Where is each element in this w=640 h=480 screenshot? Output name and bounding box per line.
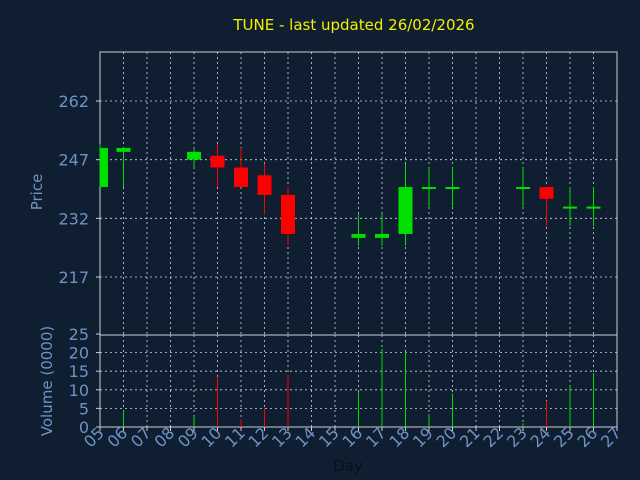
candle-20	[445, 167, 460, 207]
candle-body	[210, 155, 225, 168]
candle-16	[351, 214, 366, 246]
volume-axis-label: Volume (0000)	[38, 326, 56, 436]
candle-body	[586, 206, 601, 209]
candle-body	[234, 167, 248, 188]
price-tick-label: 217	[58, 268, 89, 287]
candle-body	[539, 187, 554, 199]
price-tick-label: 247	[58, 151, 89, 170]
candle-10	[210, 144, 225, 188]
price-tick-label: 232	[58, 209, 89, 228]
price-grid	[100, 52, 617, 335]
volume-tick-label: 0	[79, 418, 89, 437]
candle-26	[586, 187, 601, 227]
candle-body	[281, 194, 295, 234]
candle-05	[99, 144, 108, 188]
candle-06	[116, 147, 131, 188]
candle-body	[398, 187, 413, 234]
candle-body	[351, 233, 366, 238]
chart-title: TUNE - last updated 26/02/2026	[232, 16, 474, 34]
x-axis-label: Day	[333, 457, 363, 475]
candle-12	[257, 163, 272, 215]
candle-body	[375, 233, 389, 238]
candle-body	[100, 147, 108, 188]
volume-bars-layer	[123, 348, 594, 427]
candle-body	[516, 187, 530, 190]
candle-25	[563, 187, 577, 227]
candle-09	[187, 147, 201, 168]
volume-tick-label: 25	[69, 325, 89, 344]
candle-body	[563, 206, 577, 209]
price-tick-labels: 217 232 247 262	[58, 92, 100, 287]
volume-tick-label: 10	[69, 381, 89, 400]
candle-body	[422, 187, 436, 190]
candle-body	[445, 187, 460, 190]
volume-tick-label: 20	[69, 344, 89, 363]
candle-18	[398, 163, 413, 246]
x-tick-label: 27	[597, 423, 625, 451]
candle-body	[116, 147, 131, 152]
candle-17	[375, 214, 389, 246]
price-tick-label: 262	[58, 92, 89, 111]
price-axis-label: Price	[28, 174, 46, 211]
candles-layer	[99, 144, 601, 246]
candle-13	[281, 187, 295, 246]
candle-24	[539, 187, 554, 227]
candle-19	[422, 167, 436, 207]
candle-11	[234, 147, 248, 188]
candle-body	[187, 151, 201, 160]
candle-body	[257, 175, 272, 195]
candle-23	[516, 167, 530, 207]
volume-tick-label: 5	[79, 399, 89, 418]
x-tick-labels: 0506070809101112131415161718192021222324…	[80, 423, 625, 451]
volume-tick-label: 15	[69, 362, 89, 381]
